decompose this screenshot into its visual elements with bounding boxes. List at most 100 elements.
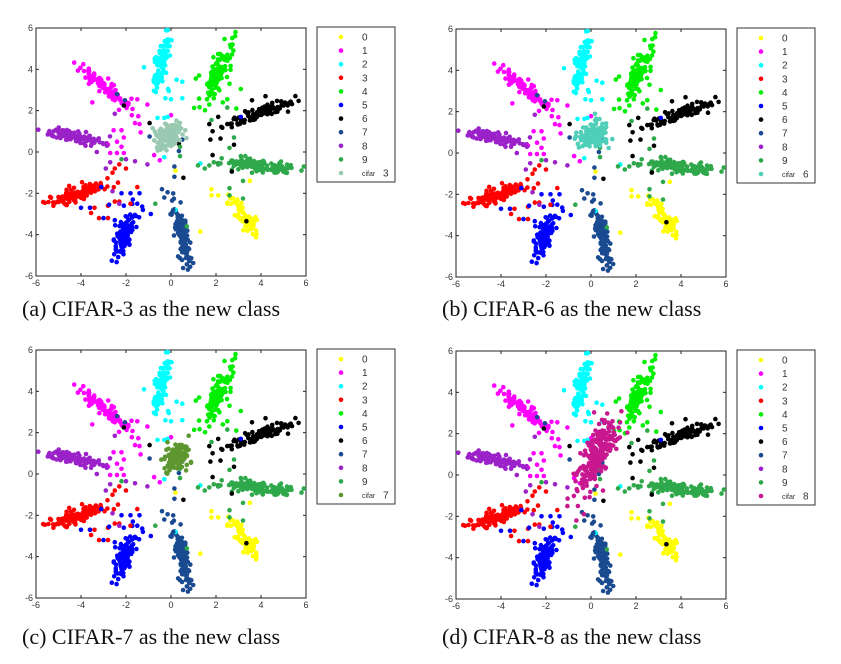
y-tick-label: 6: [448, 346, 453, 356]
x-tick-label: 2: [213, 600, 218, 610]
y-tick-label: 6: [28, 345, 33, 355]
legend-marker: [338, 102, 344, 108]
legend-marker: [338, 479, 344, 484]
y-tick-label: 4: [448, 387, 453, 397]
legend-label: cifar: [362, 493, 376, 500]
y-tick-label: -6: [25, 271, 33, 281]
axes-frame: [35, 27, 307, 277]
y-tick-label: 2: [448, 429, 453, 439]
legend-label: 6: [362, 114, 368, 125]
x-tick-label: -4: [497, 279, 505, 289]
legend-label: 0: [362, 355, 368, 366]
y-tick-label: 4: [28, 64, 33, 74]
y-tick-label: -4: [25, 230, 33, 240]
legend-label: 9: [782, 478, 788, 489]
legend-label: cifar: [782, 172, 796, 179]
legend-marker: [758, 76, 764, 82]
x-tick-label: 0: [168, 278, 173, 288]
scatter-plot-b: -6 -4 -2 0 2 4 6 -6 -4 -2 0 2 4 6 0 1 2 3 4 5 6 7 8 9 cifar 6: [445, 24, 816, 289]
x-tick-label: 2: [633, 601, 638, 611]
y-tick-label: -6: [25, 593, 33, 603]
caption-c: (c) CIFAR-7 as the new class: [22, 624, 281, 649]
legend-marker: [338, 383, 344, 389]
legend-marker: [338, 89, 344, 94]
legend-label: 5: [782, 102, 788, 113]
y-tick-label: 2: [448, 107, 453, 117]
legend-marker: [758, 398, 764, 404]
scatter-plot-a: -6 -4 -2 0 2 4 6 -6 -4 -2 0 2 4 6 0 1 2 3 4 5 6 7 8 9 cifar 3: [25, 23, 396, 288]
x-tick-label: 6: [303, 278, 308, 288]
x-tick-label: 4: [678, 601, 683, 611]
legend-label: 1: [362, 46, 368, 57]
y-tick-label: 0: [28, 147, 33, 157]
y-tick-label: -2: [445, 189, 453, 199]
y-tick-label: 2: [28, 428, 33, 438]
legend-label: 3: [362, 395, 368, 406]
legend-marker: [338, 451, 344, 457]
legend-marker: [338, 424, 344, 430]
legend-label: 4: [782, 88, 788, 99]
legend-marker: [758, 371, 764, 376]
legend-marker: [338, 129, 344, 135]
legend-label: 3: [782, 74, 788, 85]
y-tick-label: 6: [28, 23, 33, 33]
legend-marker: [338, 170, 344, 176]
panel-c: -6 -4 -2 0 2 4 6 -6 -4 -2 0 2 4 6 0 1 2 3 4 5 6 7 8 9 cifar 7 (c…: [0, 322, 420, 654]
legend: 0 1 2 3 4 5 6 7 8 9 cifar 6: [736, 27, 816, 184]
x-tick-label: 6: [723, 601, 728, 611]
legend-label-num: 7: [383, 491, 389, 502]
legend-marker: [758, 480, 764, 485]
x-tick-label: 2: [213, 278, 218, 288]
x-tick-label: 2: [633, 279, 638, 289]
panel-d: -6 -4 -2 0 2 4 6 -6 -4 -2 0 2 4 6 0 1 2 3 4 5 6 7 8 9 cifar 8 (d…: [420, 323, 840, 655]
legend-marker: [758, 103, 764, 109]
legend-label: cifar: [782, 494, 796, 501]
axes-frame: [35, 349, 307, 599]
x-tick-label: 6: [303, 600, 308, 610]
x-tick-label: 0: [588, 279, 593, 289]
y-tick-label: -4: [445, 553, 453, 563]
legend-marker: [338, 492, 344, 498]
legend-label: 3: [362, 73, 368, 84]
legend-marker: [758, 49, 764, 54]
legend-label: 7: [362, 450, 368, 461]
axes-frame: [455, 28, 727, 278]
x-tick-label: -4: [77, 600, 85, 610]
y-tick-label: -6: [445, 272, 453, 282]
legend: 0 1 2 3 4 5 6 7 8 9 cifar 7: [316, 348, 396, 505]
x-tick-label: -2: [122, 278, 130, 288]
legend-label: 6: [782, 115, 788, 126]
x-tick-label: -6: [452, 601, 460, 611]
legend-marker: [338, 356, 344, 362]
legend-marker: [338, 34, 344, 40]
legend-marker: [338, 438, 344, 443]
legend-label: 0: [362, 33, 368, 44]
legend-marker: [758, 493, 764, 499]
legend-label: 8: [362, 463, 368, 474]
legend-label-num: 8: [803, 492, 809, 503]
y-tick-label: 0: [448, 470, 453, 480]
legend: 0 1 2 3 4 5 6 7 8 9 cifar 8: [736, 349, 816, 506]
legend-label: 1: [362, 368, 368, 379]
y-tick-label: 4: [28, 386, 33, 396]
x-tick-label: -4: [497, 601, 505, 611]
x-tick-label: 6: [723, 279, 728, 289]
legend-marker: [758, 425, 764, 431]
legend-label: 3: [782, 396, 788, 407]
scatter-points: [456, 28, 727, 273]
y-tick-label: 0: [448, 148, 453, 158]
legend-label: 1: [782, 369, 788, 380]
y-tick-label: -4: [25, 552, 33, 562]
x-tick-label: -6: [32, 600, 40, 610]
y-tick-label: 2: [28, 106, 33, 116]
legend-label: 6: [782, 437, 788, 448]
caption-d: (d) CIFAR-8 as the new class: [442, 624, 702, 649]
y-tick-label: -2: [25, 510, 33, 520]
scatter-points: [36, 349, 307, 594]
y-tick-label: -4: [445, 231, 453, 241]
legend-label: 9: [362, 155, 368, 166]
legend-label: 5: [362, 101, 368, 112]
legend-label: 8: [782, 142, 788, 153]
legend-marker: [338, 48, 344, 53]
legend-label: 8: [782, 464, 788, 475]
